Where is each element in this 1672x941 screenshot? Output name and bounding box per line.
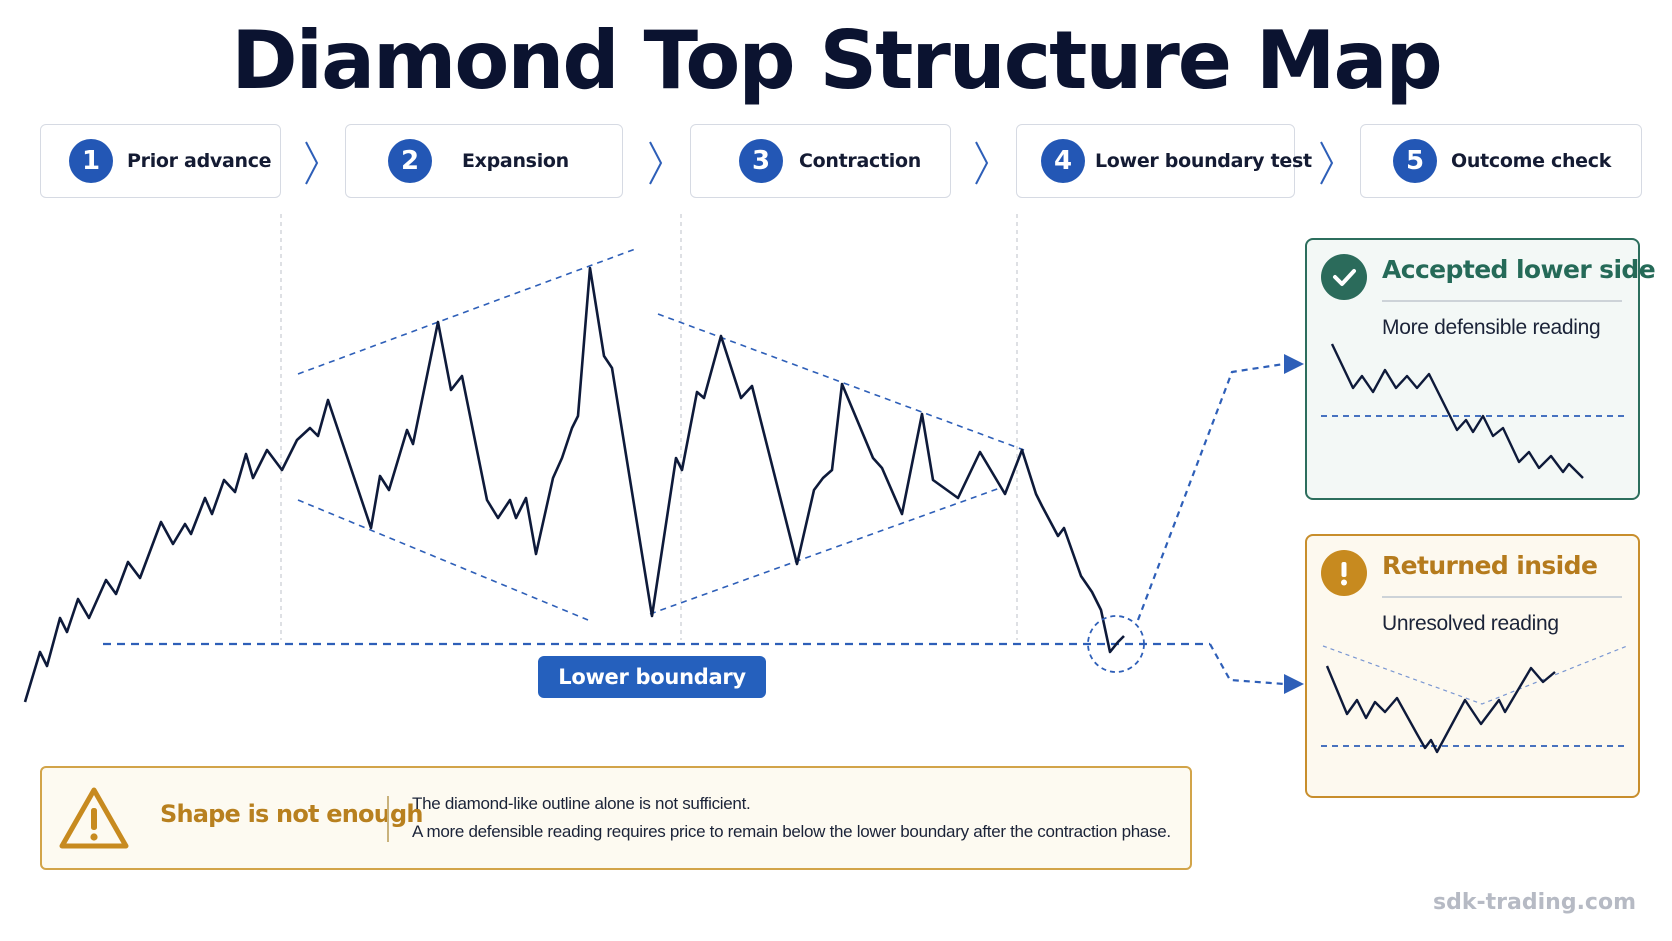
step-prior-advance: 1 Prior advance xyxy=(40,124,281,198)
arrow-to-returned xyxy=(1209,643,1285,686)
accepted-mini-chart xyxy=(1321,343,1627,479)
check-circle-icon xyxy=(1321,254,1367,300)
outcome-title: Accepted lower side xyxy=(1382,255,1656,284)
phase-separators xyxy=(280,214,1018,640)
step-label: Contraction xyxy=(799,150,921,172)
step-contraction: 3 Contraction xyxy=(690,124,951,198)
boundary-test-circle xyxy=(1087,615,1145,673)
divider xyxy=(1382,596,1622,598)
exclamation-circle-icon xyxy=(1321,550,1367,596)
warning-text: The diamond-like outline alone is not su… xyxy=(412,794,751,813)
step-outcome-check: 5 Outcome check xyxy=(1360,124,1642,198)
step-number: 1 xyxy=(69,139,113,183)
warning-callout: Shape is not enough The diamond-like out… xyxy=(40,766,1192,870)
step-label: Expansion xyxy=(462,150,569,172)
contraction-lower-line xyxy=(649,487,1001,615)
outcome-title: Returned inside xyxy=(1382,551,1598,580)
step-expansion: 2 Expansion xyxy=(345,124,623,198)
divider xyxy=(387,796,389,842)
divider xyxy=(1382,300,1622,302)
step-label: Outcome check xyxy=(1451,150,1612,172)
step-number: 2 xyxy=(388,139,432,183)
chevron-right-icon xyxy=(649,141,663,185)
page-title: Diamond Top Structure Map xyxy=(231,14,1443,107)
arrow-to-accepted xyxy=(1136,362,1285,621)
outcome-arrows xyxy=(1136,362,1285,686)
arrowhead-icon xyxy=(1284,674,1304,694)
warning-title: Shape is not enough xyxy=(160,800,423,828)
expansion-lower-line xyxy=(297,499,589,621)
outcome-card-returned: Returned inside Unresolved reading xyxy=(1305,534,1640,798)
step-label: Prior advance xyxy=(127,150,272,172)
chevron-right-icon xyxy=(1320,141,1334,185)
outcome-subtitle: Unresolved reading xyxy=(1382,612,1559,635)
price-path xyxy=(23,266,1125,703)
returned-mini-chart xyxy=(1321,645,1628,754)
diamond-outline xyxy=(297,247,1025,621)
contraction-upper-line xyxy=(657,313,1025,451)
arrowhead-icon xyxy=(1284,354,1304,374)
step-lower-boundary-test: 4 Lower boundary test xyxy=(1016,124,1312,198)
step-number: 5 xyxy=(1393,139,1437,183)
lower-boundary-label: Lower boundary xyxy=(538,656,766,698)
chevron-right-icon xyxy=(975,141,989,185)
outcome-subtitle: More defensible reading xyxy=(1382,316,1601,339)
step-number: 4 xyxy=(1041,139,1085,183)
step-label: Lower boundary test xyxy=(1095,150,1312,172)
step-number: 3 xyxy=(739,139,783,183)
outcome-card-accepted: Accepted lower side More defensible read… xyxy=(1305,238,1656,500)
expansion-upper-line xyxy=(297,247,639,375)
warning-text: A more defensible reading requires price… xyxy=(412,822,1171,841)
footer-watermark: sdk-trading.com xyxy=(1433,890,1636,915)
warning-triangle-icon xyxy=(59,787,129,849)
chevron-right-icon xyxy=(305,141,319,185)
